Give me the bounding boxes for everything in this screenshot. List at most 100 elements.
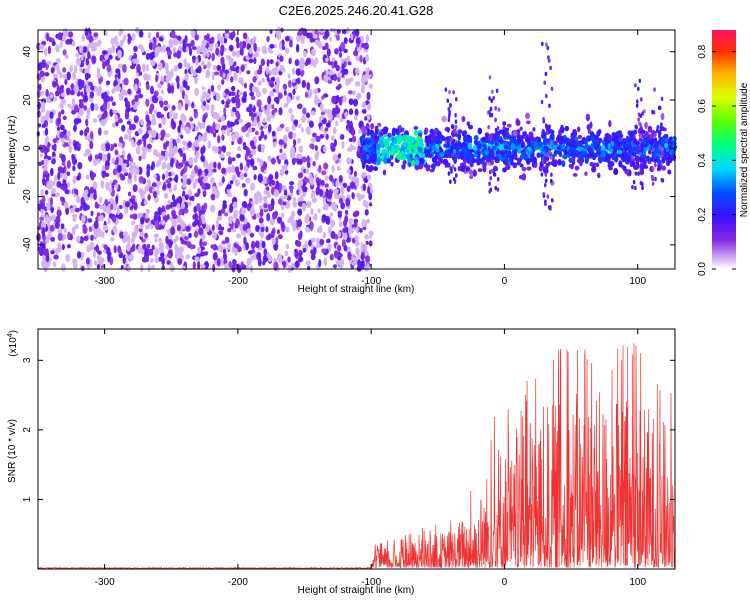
spectrogram-cell [537, 136, 541, 143]
spectrogram-cell [336, 76, 341, 83]
spectrogram-cell [277, 92, 283, 100]
spectrogram-cell [231, 97, 236, 104]
spectrogram-cell [577, 134, 583, 139]
spectrogram-cell [647, 149, 652, 155]
spectrogram-cell [319, 134, 325, 139]
spectrogram-cell [314, 94, 318, 101]
spectrogram-cell [348, 108, 354, 116]
spectrogram-cell [287, 73, 291, 79]
spectrogram-cell [466, 135, 472, 144]
spectrogram-cell [43, 248, 49, 257]
spectrogram-cell [46, 97, 50, 103]
spectrogram-cell [338, 97, 343, 106]
spectrogram-cell [188, 189, 193, 198]
spectrogram-cell [189, 117, 194, 122]
spectrogram-cell [472, 144, 478, 151]
spectrogram-cell [160, 224, 165, 230]
spectrogram-cell [228, 44, 234, 52]
spectrogram-cell [233, 72, 238, 82]
spectrogram-cell [107, 216, 111, 225]
spectrogram-cell [210, 193, 216, 201]
spectrogram-cell [173, 52, 179, 58]
spectrogram-cell [151, 182, 157, 188]
spectrogram-cell [161, 257, 165, 266]
spectrogram-cell [333, 28, 337, 34]
spectrogram-cell [76, 251, 82, 259]
spectrogram-cell [338, 197, 343, 205]
spectrogram-cell [579, 146, 584, 151]
spectrogram-cell [206, 33, 210, 42]
spectrogram-spike-cell [449, 147, 453, 152]
spectrogram-spike-cell [497, 131, 501, 137]
spectrogram-cell [348, 137, 353, 143]
spectrogram-cell [261, 78, 265, 83]
spectrogram-cell [124, 255, 129, 260]
spectrogram-cell [312, 33, 318, 39]
spectrogram-cell [331, 95, 337, 104]
spectrogram-cell [371, 156, 376, 164]
spectrogram-cell [442, 158, 449, 166]
spectrogram-cell [148, 221, 152, 227]
spectrogram-cell [106, 64, 112, 73]
spectrogram-cell [231, 264, 236, 273]
spectrogram-cell [482, 161, 488, 167]
spectrogram-cell [476, 142, 480, 150]
spectrogram-cell [302, 107, 307, 115]
spectrogram-cell [282, 201, 287, 206]
spectrogram-cell [558, 129, 562, 137]
spectrogram-cell [239, 172, 245, 181]
spectrogram-cell [187, 141, 193, 148]
spectrogram-cell [550, 132, 555, 139]
spectrogram-cell [179, 229, 183, 235]
spectrogram-cell [352, 90, 356, 96]
spectrogram-cell [90, 130, 94, 140]
spectrogram-cell [131, 197, 136, 205]
spectrogram-cell [356, 253, 360, 259]
spectrogram-cell [644, 164, 649, 169]
spectrogram-cell [133, 201, 138, 211]
spectrogram-cell [221, 240, 226, 245]
spectrogram-cell [365, 218, 370, 224]
spectrogram-cell [332, 153, 338, 162]
spectrogram-cell [516, 161, 521, 166]
spectrogram-cell [343, 37, 348, 44]
spectrogram-cell [36, 73, 42, 81]
spectrogram-cell [178, 162, 184, 168]
spectrogram-cell [350, 33, 354, 41]
spectrogram-cell [159, 101, 164, 108]
spectrogram-cell [69, 207, 75, 214]
spectrogram-cell [92, 118, 98, 123]
spectrogram-cell [142, 212, 147, 219]
spectrogram-cell [170, 84, 175, 94]
spectrogram-cell [195, 57, 199, 66]
spectrogram-cell [570, 153, 576, 158]
spectrogram-cell [361, 194, 366, 199]
spectrogram-cell [663, 134, 669, 139]
spectrogram-cell [309, 221, 314, 230]
spectrogram-cell [123, 133, 129, 140]
spectrogram-cell [558, 136, 563, 143]
spectrogram-cell [117, 49, 123, 59]
spectrogram-cell [584, 156, 589, 164]
spectrogram-cell [57, 228, 63, 234]
spectrogram-cell [424, 127, 429, 134]
spectrogram-cell [176, 202, 181, 210]
spectrogram-cell [408, 144, 412, 153]
spectrogram-cell [337, 231, 342, 238]
spectrogram-cell [311, 110, 316, 116]
spectrogram-cell [217, 84, 222, 91]
chart-title: C2E6.2025.246.20.41.G28 [279, 3, 434, 18]
spectrogram-cell [595, 152, 599, 157]
spectrogram-cell [583, 140, 588, 144]
spectrogram-cell [39, 153, 43, 158]
spectrogram-spike-cell [444, 163, 448, 168]
spectrogram-cell [93, 192, 97, 201]
spectrogram-cell [68, 145, 73, 154]
spectrogram-cell [60, 84, 65, 90]
spectrogram-cell [230, 76, 234, 83]
spectrogram-cell [440, 152, 445, 158]
spectrogram-cell [100, 119, 104, 124]
spectrogram-cell [219, 36, 225, 45]
spectrogram-cell [275, 76, 281, 86]
spectrogram-cell [589, 121, 593, 129]
